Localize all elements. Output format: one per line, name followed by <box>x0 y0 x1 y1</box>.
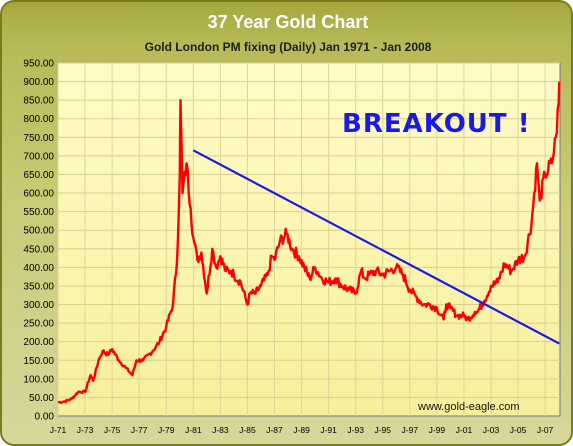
gold-price-line <box>57 81 561 404</box>
x-tick-label: J-95 <box>374 425 391 435</box>
site-watermark: www.gold-eagle.com <box>417 401 520 413</box>
x-tick-label: J-99 <box>429 425 446 435</box>
x-tick-label: J-73 <box>77 425 94 435</box>
y-tick-label: 550.00 <box>23 207 54 218</box>
x-tick-label: J-83 <box>212 425 229 435</box>
y-tick-label: 950.00 <box>23 59 54 70</box>
x-tick-label: J-93 <box>347 425 364 435</box>
series-layer <box>57 81 561 404</box>
x-tick-label: J-05 <box>510 425 527 435</box>
x-tick-label: J-07 <box>537 425 554 435</box>
y-tick-label: 500.00 <box>23 226 54 237</box>
y-tick-label: 800.00 <box>23 114 54 125</box>
y-tick-label: 900.00 <box>23 77 54 88</box>
y-tick-label: 150.00 <box>23 356 54 367</box>
x-tick-label: J-91 <box>320 425 337 435</box>
x-tick-label: J-87 <box>266 425 283 435</box>
x-tick-label: J-03 <box>483 425 500 435</box>
y-gridlines <box>58 62 560 398</box>
y-tick-label: 450.00 <box>23 244 54 255</box>
y-tick-label: 600.00 <box>23 189 54 200</box>
y-tick-label: 750.00 <box>23 133 54 144</box>
y-tick-label: 700.00 <box>23 151 54 162</box>
y-axis-ticks: 0.00 50.00 100.00 150.00 200.00 250.00 300.00 3… <box>23 59 54 423</box>
x-tick-label: J-77 <box>131 425 148 435</box>
y-tick-label: 400.00 <box>23 263 54 274</box>
plot-area <box>57 62 561 417</box>
x-tick-label: J-75 <box>104 425 121 435</box>
y-tick-label: 300.00 <box>23 300 54 311</box>
x-tick-label: J-81 <box>185 425 202 435</box>
breakout-annotation: BREAKOUT ! <box>342 109 531 139</box>
x-axis-ticks: J-71 J-73 J-75 J-77 J-79 J-81 J-83 J-85 J-87 J-89… <box>50 425 554 435</box>
y-tick-label: 850.00 <box>23 96 54 107</box>
trendline-layer <box>192 149 560 345</box>
y-tick-label: 50.00 <box>29 393 54 404</box>
x-tick-label: J-01 <box>456 425 473 435</box>
chart-subtitle: Gold London PM fixing (Daily) Jan 1971 -… <box>145 40 432 54</box>
y-tick-label: 0.00 <box>35 412 55 423</box>
y-tick-label: 100.00 <box>23 374 54 385</box>
x-tick-label: J-79 <box>158 425 175 435</box>
y-tick-label: 350.00 <box>23 281 54 292</box>
y-tick-label: 650.00 <box>23 170 54 181</box>
y-tick-label: 200.00 <box>23 337 54 348</box>
x-tick-label: J-89 <box>293 425 310 435</box>
x-tick-label: J-85 <box>239 425 256 435</box>
y-tick-label: 250.00 <box>23 319 54 330</box>
chart-title: 37 Year Gold Chart <box>208 12 369 32</box>
resistance-trendline <box>192 149 560 345</box>
x-tick-label: J-71 <box>50 425 67 435</box>
x-tick-label: J-97 <box>402 425 419 435</box>
